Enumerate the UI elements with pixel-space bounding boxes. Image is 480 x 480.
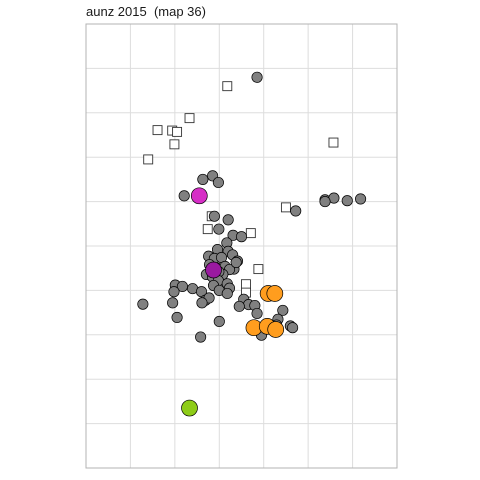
square-point <box>172 126 183 137</box>
chart-title: aunz 2015 (map 36) <box>86 4 206 19</box>
magenta-point <box>190 187 208 205</box>
grey-point <box>197 173 209 185</box>
grey-point <box>137 298 149 310</box>
plot-frame <box>85 23 398 469</box>
grey-point <box>213 315 225 328</box>
grey-point <box>319 196 331 208</box>
grey-point <box>341 195 353 207</box>
square-point <box>280 202 291 213</box>
grey-point <box>251 307 263 320</box>
grey-point <box>287 322 299 334</box>
grey-point <box>171 311 183 324</box>
grey-point <box>235 231 248 243</box>
grey-point <box>290 205 302 217</box>
square-point <box>143 154 154 165</box>
square-point <box>240 279 251 290</box>
orange-point <box>267 321 285 338</box>
grey-point <box>355 193 367 205</box>
grey-point <box>233 300 245 312</box>
grey-point <box>251 71 263 83</box>
square-point <box>202 224 213 235</box>
square-point <box>152 125 163 136</box>
square-point <box>222 81 233 92</box>
orange-point <box>266 285 284 302</box>
grey-point <box>195 331 207 343</box>
grey-point <box>230 256 242 268</box>
green-point <box>181 399 198 417</box>
square-point <box>245 228 256 239</box>
square-point <box>184 113 195 124</box>
grey-point <box>178 190 190 202</box>
square-point <box>253 264 264 275</box>
grey-point <box>213 223 225 235</box>
grey-point <box>222 214 234 226</box>
square-point <box>169 139 180 150</box>
grey-point <box>212 176 224 189</box>
grey-point <box>221 287 233 300</box>
grey-point <box>196 297 208 309</box>
grey-point <box>167 297 179 309</box>
grey-point <box>208 210 220 222</box>
purple-point <box>205 261 222 279</box>
grey-point <box>168 286 180 298</box>
grey-point <box>277 304 289 316</box>
square-point <box>328 137 339 148</box>
